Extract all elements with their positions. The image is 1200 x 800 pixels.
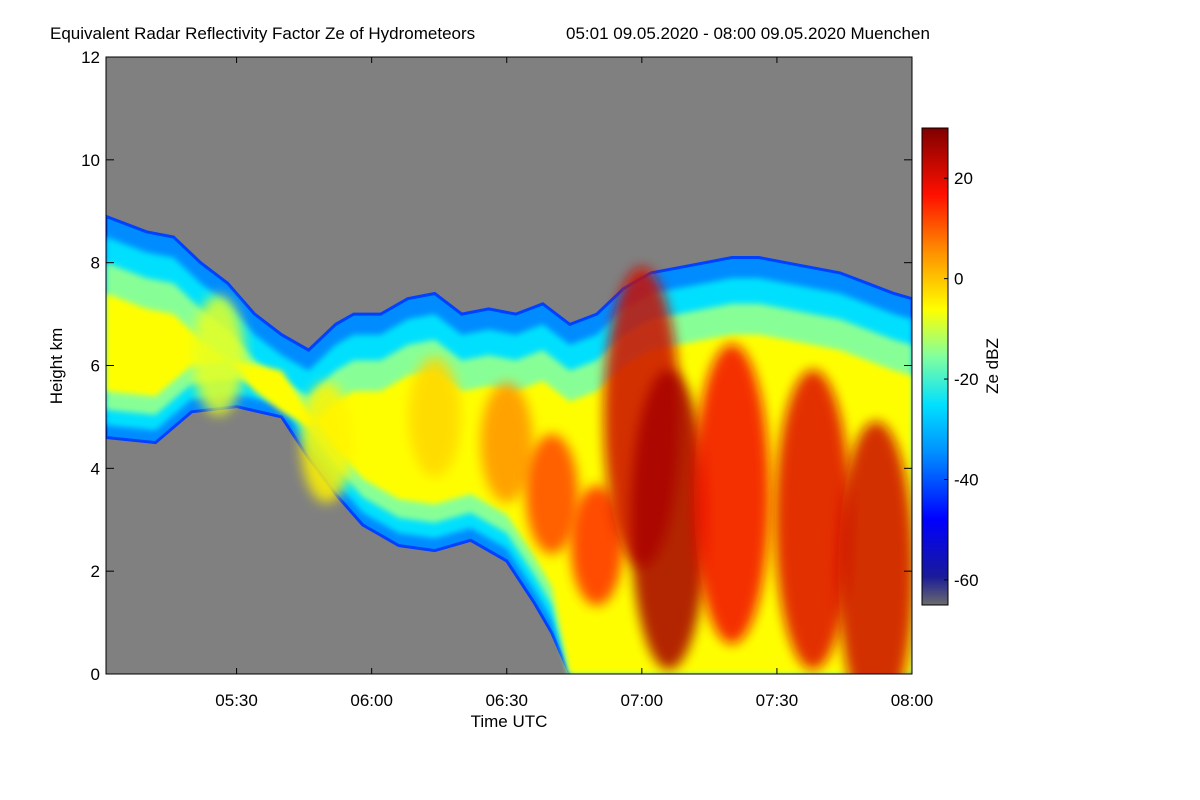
x-axis: 05:30 06:00 06:30 07:00 07:30 08:00 bbox=[215, 57, 933, 710]
y-axis-label: Height km bbox=[47, 328, 66, 405]
y-axis: 0 2 4 6 8 10 12 bbox=[81, 48, 912, 684]
y-tick-label: 12 bbox=[81, 48, 100, 67]
y-tick-label: 4 bbox=[91, 459, 100, 478]
core-cell bbox=[693, 344, 770, 644]
y-tick-label: 0 bbox=[91, 665, 100, 684]
colorbar-ticks: -60 -40 -20 0 20 bbox=[944, 169, 979, 590]
chart-title: Equivalent Radar Reflectivity Factor Ze … bbox=[50, 24, 475, 43]
x-tick-label: 07:00 bbox=[621, 691, 664, 710]
colorbar-tick-label: -20 bbox=[954, 370, 979, 389]
x-tick-label: 06:00 bbox=[350, 691, 393, 710]
core-cell bbox=[838, 421, 912, 674]
y-tick-label: 8 bbox=[91, 254, 100, 273]
colorbar bbox=[921, 127, 949, 606]
core-cell bbox=[480, 382, 533, 503]
colorbar-tick-label: 0 bbox=[954, 270, 963, 289]
colorbar-label: Ze dBZ bbox=[983, 338, 1002, 394]
core-cell bbox=[525, 434, 578, 554]
x-tick-label: 08:00 bbox=[891, 691, 934, 710]
x-axis-label: Time UTC bbox=[471, 712, 548, 731]
y-tick-label: 2 bbox=[91, 562, 100, 581]
colorbar-tick-label: -60 bbox=[954, 571, 979, 590]
y-tick-label: 6 bbox=[91, 357, 100, 376]
core-cell bbox=[630, 369, 707, 670]
y-tick-label: 10 bbox=[81, 151, 100, 170]
core-cell bbox=[408, 356, 461, 477]
x-tick-label: 05:30 bbox=[215, 691, 258, 710]
colorbar-tick-label: 20 bbox=[954, 169, 973, 188]
chart-subtitle: 05:01 09.05.2020 - 08:00 09.05.2020 Muen… bbox=[566, 24, 930, 43]
core-cell bbox=[570, 485, 623, 606]
core-cell bbox=[300, 382, 353, 503]
core-cell bbox=[774, 369, 851, 670]
x-tick-label: 07:30 bbox=[756, 691, 799, 710]
colorbar-tick-label: -40 bbox=[954, 470, 979, 489]
x-tick-label: 06:30 bbox=[485, 691, 528, 710]
reflectivity-field bbox=[106, 214, 912, 674]
core-cell bbox=[192, 295, 245, 416]
